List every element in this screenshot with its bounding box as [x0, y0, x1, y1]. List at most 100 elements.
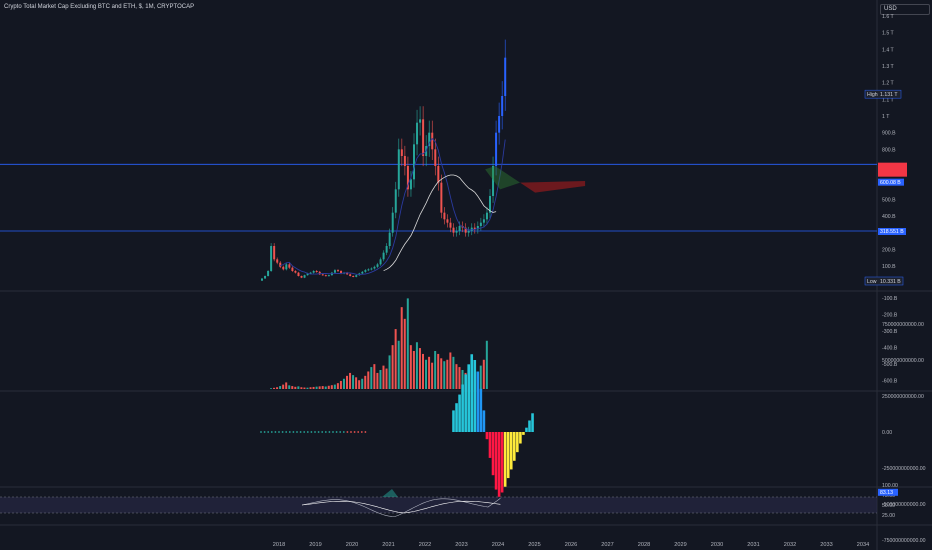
candle-body [479, 222, 482, 226]
candle-body [340, 271, 343, 274]
high-value: 1.131 T [880, 92, 898, 98]
price-tick-label: 500.B [882, 197, 896, 203]
rsi-tick-label: 50.00 [882, 503, 895, 509]
momentum-bar [494, 432, 498, 490]
volume-bar [318, 386, 321, 389]
high-label: High [867, 92, 878, 98]
momentum-dot [314, 431, 316, 433]
price-tick-label: 1.2 T [882, 81, 895, 87]
volume-bar [342, 378, 345, 389]
volume-bar [388, 355, 391, 389]
volume-tick-label: -300.B [882, 329, 898, 335]
candle-body [261, 278, 263, 281]
candle-body [455, 231, 458, 233]
volume-bar [333, 384, 336, 389]
candle-body [428, 132, 431, 146]
candle-body [373, 266, 376, 269]
level-tag-value: 318.551 B [880, 229, 904, 235]
volume-bar [409, 345, 412, 389]
momentum-tick-label: -250000000000.00 [882, 466, 926, 472]
momentum-tick-label: 0.00 [882, 430, 892, 436]
momentum-dot [306, 431, 309, 433]
candle-body [397, 149, 400, 190]
volume-bar [437, 353, 440, 389]
candle-body [443, 212, 446, 220]
x-axis-year-label: 2031 [747, 542, 759, 548]
candle-body [270, 246, 273, 271]
x-axis-year-label: 2018 [273, 542, 285, 548]
volume-bar [279, 386, 282, 389]
momentum-bar [516, 432, 519, 453]
volume-bar [379, 370, 382, 389]
candle-body [501, 96, 504, 116]
price-tick-label: 1.5 T [882, 31, 895, 37]
volume-bar [300, 387, 303, 389]
volume-bar [425, 359, 428, 389]
momentum-dot [303, 431, 306, 433]
rsi-tick-label: 25.00 [882, 513, 895, 519]
volume-bar [482, 359, 485, 389]
candle-body [285, 264, 288, 270]
candle-body [476, 226, 479, 230]
volume-bar [452, 356, 455, 389]
candle-body [352, 276, 355, 277]
momentum-bar [473, 360, 477, 432]
x-axis-year-label: 2029 [674, 542, 686, 548]
volume-bar [361, 378, 364, 389]
candle-body [349, 274, 352, 276]
x-axis-year-label: 2019 [309, 542, 321, 548]
candle-body [449, 222, 452, 228]
candle-body [288, 264, 291, 268]
x-axis-year-label: 2023 [455, 542, 467, 548]
candle-body [321, 274, 324, 276]
volume-tick-label: -400.B [882, 346, 898, 352]
candle-body [409, 179, 412, 190]
candle-body [312, 271, 315, 273]
price-tick-label: 100.B [882, 264, 896, 270]
price-tick-label: 900.B [882, 131, 896, 137]
momentum-dot [292, 431, 295, 433]
volume-bar [282, 384, 285, 389]
momentum-dot [357, 431, 360, 433]
volume-bar [294, 386, 297, 389]
momentum-bar [525, 427, 528, 432]
momentum-dot [364, 431, 367, 433]
momentum-bar [455, 403, 458, 432]
volume-bar [434, 351, 437, 389]
candle-body [422, 119, 425, 156]
volume-bar [367, 371, 370, 389]
momentum-bar [479, 388, 483, 432]
candle-body [297, 272, 300, 276]
high-tag-box [864, 89, 902, 99]
candle-body [391, 212, 394, 233]
momentum-dot [353, 431, 356, 433]
momentum-bar [458, 394, 461, 432]
volume-bar [336, 383, 339, 389]
volume-bar [352, 375, 355, 389]
volume-bar [458, 367, 461, 389]
candle-body [327, 275, 330, 277]
volume-bar [418, 348, 421, 389]
candle-body [306, 273, 309, 276]
volume-bar [412, 351, 415, 389]
currency-button[interactable]: USD [880, 4, 930, 15]
candle-body [385, 246, 388, 253]
candle-body [458, 226, 461, 231]
price-tag-value: 600.08 B [880, 180, 901, 186]
candle-body [273, 246, 276, 260]
candle-body [364, 270, 367, 272]
candle-body [355, 275, 358, 277]
volume-bar [400, 307, 403, 389]
low-value: 10.331 B [880, 279, 901, 285]
momentum-bar [485, 432, 489, 440]
momentum-dot [328, 431, 331, 433]
volume-bar [479, 365, 482, 389]
price-tick-label: 1.4 T [882, 47, 895, 53]
momentum-dot [281, 431, 284, 433]
candle-body [315, 271, 318, 272]
momentum-dot [339, 431, 342, 433]
rsi-tick-label: 75.00 [882, 493, 895, 499]
momentum-dot [350, 431, 352, 433]
candle-body [470, 227, 473, 231]
volume-bar [394, 329, 397, 389]
